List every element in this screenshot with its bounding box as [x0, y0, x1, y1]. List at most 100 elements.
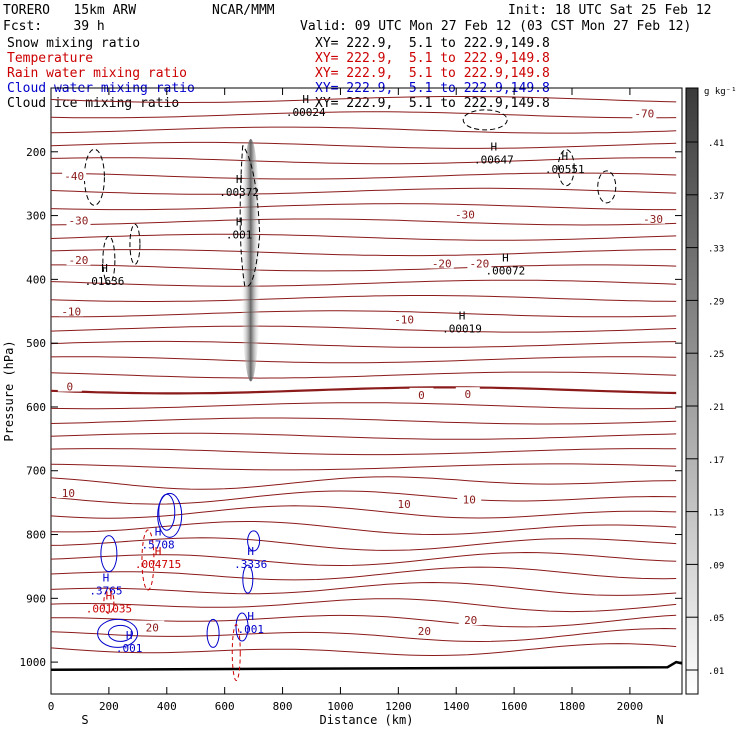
isotherm [50, 566, 677, 581]
colorbar-label: .25 [708, 350, 724, 360]
isotherm-label-bg [458, 613, 483, 626]
x-tick-label: 1000 [327, 700, 354, 713]
cloud-water-contour [100, 535, 118, 573]
max-value-label: .001035 [86, 602, 132, 615]
isotherm-label-bg [140, 620, 165, 633]
legend-xy: XY= 222.9, 5.1 to 222.9,149.8 [315, 51, 550, 66]
isotherm [50, 233, 677, 241]
isotherm [50, 279, 677, 287]
colorbar-label: .01 [708, 667, 724, 677]
isotherm [50, 203, 677, 211]
forecast-hour: Fcst: 39 h [3, 19, 105, 34]
terrain-line [50, 660, 683, 672]
legend-xy: XY= 222.9, 5.1 to 222.9,149.8 [315, 36, 550, 51]
colorbar-label: .37 [708, 192, 724, 202]
y-tick-label: 400 [26, 273, 46, 286]
x-tick-label: 1800 [559, 700, 586, 713]
isotherm-label-bg [452, 207, 477, 220]
x-tick-label: 600 [215, 700, 235, 713]
isotherm [50, 218, 677, 226]
x-tick-label: 400 [157, 700, 177, 713]
colorbar-label: .09 [708, 561, 724, 571]
max-marker-h: H [561, 150, 568, 163]
max-value-label: .5708 [142, 539, 175, 552]
isotherm-label-bg [59, 304, 84, 317]
isotherm [50, 340, 677, 348]
cloud-water-contour [235, 612, 249, 642]
isotherm-label: -70 [634, 108, 654, 121]
legend-name: Snow mixing ratio [7, 36, 141, 51]
isotherm-label: 0 [464, 388, 471, 401]
max-marker-h: H [502, 251, 509, 264]
colorbar-unit: g kg⁻¹ [704, 87, 737, 97]
isotherm-label: 20 [464, 614, 477, 627]
colorbar-label: .33 [708, 245, 724, 255]
max-value-label: .00024 [286, 106, 326, 119]
cloud-water-contour [247, 530, 261, 552]
colorbar-label: .05 [708, 614, 724, 624]
cloud-water-contour [157, 492, 183, 538]
isotherm-label-bg [57, 379, 82, 392]
isotherm [50, 96, 677, 103]
max-value-label: .3336 [234, 558, 267, 571]
colorbar-label: .29 [708, 297, 724, 307]
cloud-water-contour [242, 564, 254, 594]
isotherm [50, 448, 677, 456]
y-tick-label: 300 [26, 210, 46, 223]
isotherm [50, 172, 677, 180]
max-marker-h: H [247, 610, 254, 623]
max-marker-h: H [236, 216, 243, 229]
max-value-label: .001 [226, 229, 253, 242]
isotherm [50, 141, 677, 149]
x-tick-label: 1400 [443, 700, 470, 713]
rain-contour [141, 529, 155, 591]
legend-name: Rain water mixing ratio [7, 66, 188, 81]
isotherm [50, 356, 677, 364]
isotherm [50, 417, 677, 425]
isotherm-label: -20 [469, 257, 489, 270]
isotherm-label-bg [392, 496, 417, 509]
isotherm [50, 598, 677, 613]
max-marker-h: H [106, 589, 113, 602]
isotherm [50, 111, 677, 119]
isotherm [50, 581, 677, 596]
isotherm [50, 537, 677, 551]
colorbar [685, 87, 699, 695]
isotherm-label: 20 [146, 622, 159, 635]
x-tick-label: 1200 [385, 700, 412, 713]
max-value-label: .00372 [219, 186, 259, 199]
south-endpoint: S [81, 713, 88, 727]
legend-xy: XY= 222.9, 5.1 to 222.9,149.8 [315, 66, 550, 81]
max-marker-h: H [126, 629, 133, 642]
isotherm-label: 10 [463, 493, 476, 506]
isotherm-label-bg [457, 492, 482, 505]
y-tick-label: 500 [26, 337, 46, 350]
isotherm-label-bg [409, 387, 434, 400]
isotherm-label: -20 [432, 257, 452, 270]
max-marker-h: H [155, 545, 162, 558]
ice-contour [129, 223, 141, 265]
x-axis-label: Distance (km) [320, 713, 414, 727]
isotherm-label-bg [467, 256, 492, 269]
max-value-label: .3765 [89, 585, 122, 598]
y-tick-label: 1000 [20, 656, 47, 669]
isotherm [50, 371, 677, 379]
isotherm-label-bg [632, 106, 657, 119]
isotherm [50, 126, 677, 134]
max-value-label: .001 [237, 623, 264, 636]
isotherm-label: -10 [61, 305, 81, 318]
isotherm [50, 476, 677, 490]
y-tick-label: 900 [26, 592, 46, 605]
isotherm [50, 490, 677, 505]
isotherm [50, 643, 677, 657]
isotherm [50, 627, 677, 643]
cloud-water-contour [97, 618, 139, 648]
rain-contour [231, 624, 241, 682]
isotherm-label-bg [641, 211, 666, 224]
ice-contour [102, 235, 116, 285]
isotherm-label: 10 [398, 498, 411, 511]
isotherm [50, 295, 677, 302]
isotherm [50, 249, 677, 257]
max-value-label: .00551 [545, 163, 585, 176]
isotherm [50, 520, 677, 536]
